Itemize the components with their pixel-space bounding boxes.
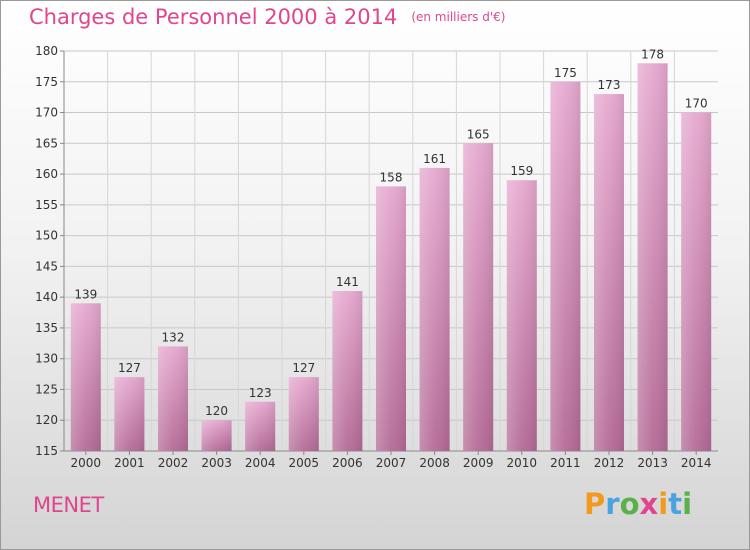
bar-shade-2002 — [158, 346, 188, 451]
chart-title: Charges de Personnel 2000 à 2014 — [29, 5, 398, 29]
bar-shade-2001 — [114, 377, 145, 451]
bar-shade-2003 — [201, 420, 232, 451]
data-label-2010: 159 — [510, 164, 533, 178]
data-label-2012: 173 — [598, 78, 621, 92]
bar-shade-2013 — [637, 63, 668, 452]
bar-shade-2011 — [550, 81, 581, 452]
x-tick-label-2010: 2010 — [507, 456, 538, 470]
bar-shade-2006 — [332, 291, 363, 451]
brand-logo: Proxiti — [584, 487, 692, 521]
brand-letter: P — [584, 487, 606, 521]
y-tick-label: 140 — [35, 290, 58, 304]
x-tick-label-2006: 2006 — [332, 456, 363, 470]
axis-layer: 1151201251301351401451501551601651701751… — [35, 44, 718, 470]
bar-shade-2005 — [288, 377, 319, 451]
data-label-2002: 132 — [162, 330, 185, 344]
data-label-2001: 127 — [118, 361, 141, 375]
y-tick-label: 130 — [35, 352, 58, 366]
data-label-2000: 139 — [74, 287, 97, 301]
y-tick-label: 150 — [35, 229, 58, 243]
brand-letter: o — [619, 487, 640, 521]
brand-letter: i — [682, 487, 693, 521]
y-tick-label: 165 — [35, 136, 58, 150]
data-label-2008: 161 — [423, 152, 446, 166]
y-tick-label: 145 — [35, 259, 58, 273]
y-tick-label: 160 — [35, 167, 58, 181]
data-label-2004: 123 — [249, 386, 272, 400]
x-tick-label-2011: 2011 — [550, 456, 581, 470]
x-tick-label-2014: 2014 — [681, 456, 712, 470]
x-tick-label-2002: 2002 — [158, 456, 189, 470]
bar-shade-2010 — [506, 180, 537, 451]
title-row: Charges de Personnel 2000 à 2014 (en mill… — [29, 5, 505, 29]
x-tick-label-2001: 2001 — [114, 456, 145, 470]
x-tick-label-2003: 2003 — [201, 456, 232, 470]
brand-letter: r — [605, 487, 620, 521]
bar-shade-2000 — [70, 303, 101, 451]
x-tick-label-2007: 2007 — [376, 456, 407, 470]
x-tick-label-2008: 2008 — [419, 456, 450, 470]
y-tick-label: 120 — [35, 413, 58, 427]
y-tick-label: 125 — [35, 382, 58, 396]
data-label-2011: 175 — [554, 66, 577, 80]
x-tick-label-2004: 2004 — [245, 456, 276, 470]
brand-letter: i — [658, 487, 669, 521]
data-label-2005: 127 — [292, 361, 315, 375]
x-tick-label-2013: 2013 — [637, 456, 668, 470]
data-label-2013: 178 — [641, 47, 664, 61]
data-label-2003: 120 — [205, 404, 228, 418]
bar-layer — [70, 63, 712, 452]
label-layer: 139 127 132 120 123 127 141 158 161 165 159 175 173 1… — [74, 47, 707, 418]
data-label-2007: 158 — [380, 170, 403, 184]
bar-shade-2007 — [376, 186, 406, 451]
data-label-2009: 165 — [467, 127, 490, 141]
x-tick-label-2005: 2005 — [289, 456, 320, 470]
bar-shade-2012 — [594, 94, 624, 452]
x-tick-label-2009: 2009 — [463, 456, 494, 470]
brand-letter: x — [639, 487, 659, 521]
y-tick-label: 180 — [35, 44, 58, 58]
brand-letter: t — [668, 487, 683, 521]
commune-name: MENET — [33, 493, 104, 517]
bar-shade-2009 — [463, 143, 494, 452]
y-tick-label: 115 — [35, 444, 58, 458]
data-label-2006: 141 — [336, 275, 359, 289]
bar-shade-2008 — [419, 167, 450, 451]
bar-shade-2004 — [245, 401, 276, 451]
y-tick-label: 175 — [35, 75, 58, 89]
y-tick-label: 170 — [35, 106, 58, 120]
chart-subtitle: (en milliers d'€) — [411, 10, 506, 24]
data-label-2014: 170 — [685, 97, 708, 111]
y-tick-label: 135 — [35, 321, 58, 335]
x-tick-label-2000: 2000 — [71, 456, 102, 470]
y-tick-label: 155 — [35, 198, 58, 212]
x-tick-label-2012: 2012 — [594, 456, 625, 470]
bar-shade-2014 — [681, 112, 712, 452]
